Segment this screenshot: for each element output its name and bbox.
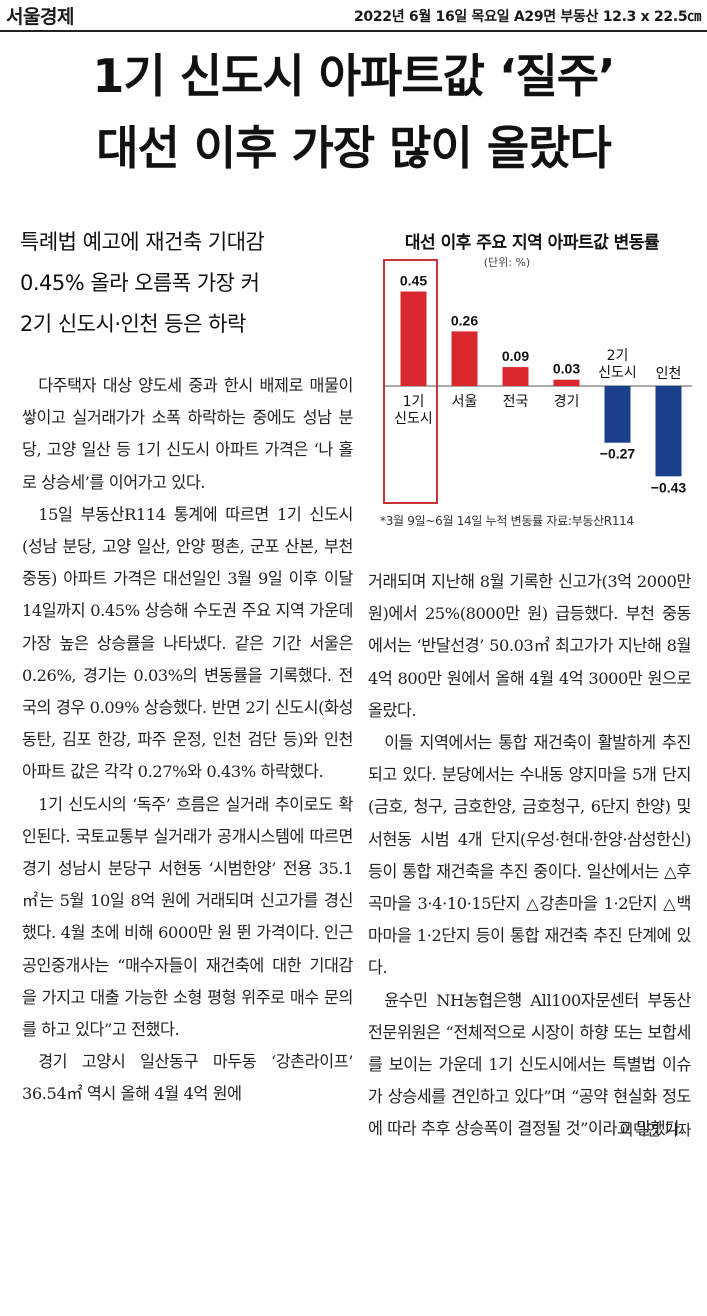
bar [400, 291, 427, 386]
paragraph: 다주택자 대상 양도세 중과 한시 배제로 매물이 쌓이고 실거래가가 소폭 하… [22, 376, 353, 492]
chart-source-note: *3월 9일~6월 14일 누적 변동률 자료:부동산R114 [380, 514, 634, 528]
subheadline-1: 특례법 예고에 재건축 기대감 [20, 230, 265, 254]
category-label: 전국 [503, 394, 529, 410]
paragraph: 거래되며 지난해 8월 기록한 신고가(3억 2000만 원)에서 25%(80… [368, 572, 691, 720]
subheadline-3: 2기 신도시·인천 등은 하락 [20, 312, 246, 336]
bar [655, 386, 682, 477]
newspaper-name: 서울경제 [6, 6, 74, 28]
bar [604, 386, 631, 443]
category-label: 서울 [452, 394, 478, 410]
paragraph: 윤수민 NH농협은행 All100자문센터 부동산전문위원은 “전체적으로 시장… [368, 990, 691, 1139]
category-label: 신도시 [598, 365, 637, 381]
category-label: 인천 [656, 366, 682, 382]
value-label: −0.43 [651, 479, 687, 495]
value-label: 0.09 [502, 348, 529, 364]
chart-title: 대선 이후 주요 지역 아파트값 변동률 [404, 233, 660, 253]
bar [451, 331, 478, 386]
headline-line-1: 1기 신도시 아파트값 ‘질주’ [92, 49, 615, 103]
value-label: 0.26 [451, 312, 478, 328]
category-label: 경기 [554, 394, 580, 410]
category-label: 2기 [607, 348, 629, 364]
value-label: 0.03 [553, 361, 580, 377]
subheadline-block: 특례법 예고에 재건축 기대감 0.45% 올라 오름폭 가장 커 2기 신도시… [20, 222, 350, 345]
category-label: 1기 [403, 394, 425, 410]
paragraph: 1기 신도시의 ‘독주’ 흐름은 실거래 추이로도 확인된다. 국토교통부 실거… [22, 794, 353, 1040]
bar-chart: 0.45 1기 신도시 0.26 서울 0.09 전국 0.03 경기 −0.27 2기 신도시 −0.… [372, 220, 692, 540]
chart-canvas: 0.451기신도시0.26서울0.09전국0.03경기−0.272기신도시−0.… [383, 259, 692, 504]
masthead: 서울경제 2022년 6월 16일 목요일 A29면 부동산 12.3 x 22… [0, 0, 707, 32]
value-label: 0.45 [400, 273, 427, 289]
paragraph: 이들 지역에서는 통합 재건축이 활발하게 추진되고 있다. 분당에서는 수내동… [368, 733, 691, 978]
paragraph: 경기 고양시 일산동구 마두동 ‘강촌라이프’ 36.54㎡ 역시 올해 4월 … [22, 1052, 353, 1104]
bar [502, 367, 529, 386]
value-label: −0.27 [600, 446, 636, 462]
article-column-left: 다주택자 대상 양도세 중과 한시 배제로 매물이 쌓이고 실거래가가 소폭 하… [22, 370, 353, 1111]
paragraph: 15일 부동산R114 통계에 따르면 1기 신도시(성남 분당, 고양 일산,… [22, 504, 353, 782]
byline: 이덕연 기자 [619, 1120, 692, 1139]
article-column-right: 거래되며 지난해 8월 기록한 신고가(3억 2000만 원)에서 25%(80… [368, 566, 691, 1146]
highlight-box [383, 259, 438, 504]
bar [553, 379, 580, 386]
chart-unit: (단위: %) [483, 256, 531, 269]
category-label: 신도시 [394, 411, 433, 427]
publication-info: 2022년 6월 16일 목요일 A29면 부동산 12.3 x 22.5㎝ [353, 9, 701, 25]
headline-line-2: 대선 이후 가장 많이 올랐다 [96, 121, 612, 175]
subheadline-2: 0.45% 올라 오름폭 가장 커 [20, 271, 260, 295]
